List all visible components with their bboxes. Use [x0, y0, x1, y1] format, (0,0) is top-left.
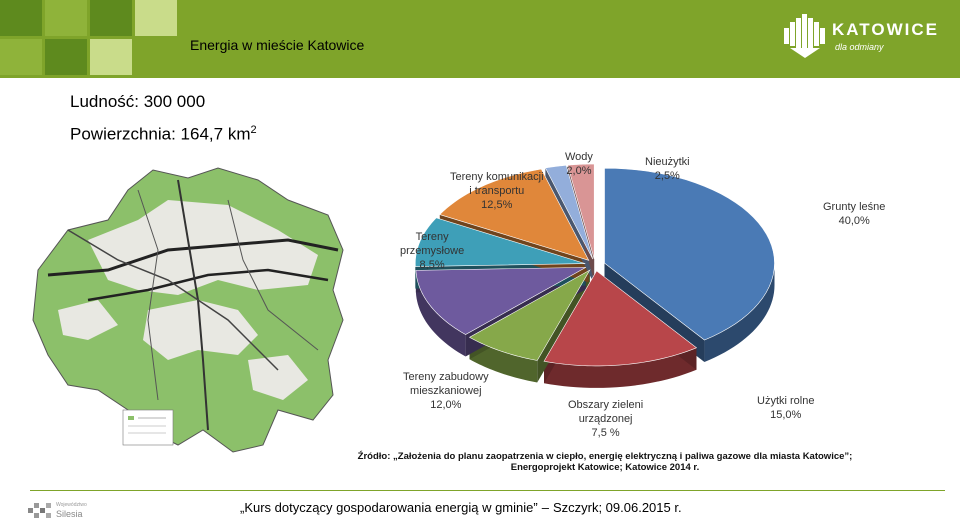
footer-place-date: Szczyrk; 09.06.2015 r.: [552, 500, 682, 515]
pie-label-2: Obszary zieleni urządzonej 7,5 %: [568, 399, 644, 439]
silesia-name: Silesia: [56, 509, 83, 519]
pie-slice-3: [415, 267, 586, 335]
pie-slice-7: [567, 163, 595, 260]
slide-title: Energia w mieście Katowice: [190, 37, 365, 53]
pie-label-3: Tereny zabudowy mieszkaniowej 12,0%: [403, 371, 489, 411]
pie-label-4: Tereny przemysłowe 8,5%: [400, 231, 465, 271]
pie-slice-0: [604, 167, 775, 341]
katowice-emblem-icon: [784, 14, 825, 58]
footer-course: „Kurs dotyczący gospodarowania energią w…: [240, 500, 538, 515]
pie-label-0: Grunty leśne 40,0%: [823, 201, 886, 227]
area-text: Powierzchnia: 164,7 km2: [70, 124, 257, 144]
pie-label-7: Nieużytki 2,5%: [645, 156, 690, 182]
pie-slice-1: [543, 270, 698, 367]
pie-label-1: Użytki rolne 15,0%: [757, 395, 815, 421]
katowice-logo: KATOWICE dla odmiany: [782, 14, 937, 64]
pie-slice-2: [468, 269, 591, 361]
silesia-emblem-icon: [28, 503, 51, 518]
population-text: Ludność: 300 000: [70, 92, 206, 111]
pie-chart: [414, 163, 775, 388]
pie-slice-5: [439, 168, 590, 261]
pie-label-5: Tereny komunikacji i transportu 12,5%: [450, 171, 544, 211]
land-use-chart: Grunty leśne 40,0% Użytki rolne 15,0% Obszar…: [345, 130, 885, 450]
source-note: Źródło: „Założenia do planu zaopatrzenia…: [330, 451, 880, 473]
city-map-image: [32, 167, 344, 453]
pie-label-6: Wody 2,0%: [565, 151, 593, 177]
silesia-small: Województwo: [56, 502, 87, 508]
footer-dash: –: [541, 500, 549, 515]
source-line-1: Źródło: „Założenia do planu zaopatrzenia…: [357, 451, 853, 462]
footer-text: „Kurs dotyczący gospodarowania energią w…: [240, 500, 682, 515]
logo-name: KATOWICE: [832, 20, 939, 39]
pie-slice-4: [414, 217, 586, 267]
footer-divider: [30, 490, 945, 491]
logo-tagline: dla odmiany: [835, 42, 884, 52]
source-line-2: Energoprojekt Katowice; Katowice 2014 r.: [510, 462, 700, 473]
header-mosaic: [0, 0, 190, 78]
header-bar: Energia w mieście Katowice KATOWICE dla …: [0, 0, 960, 78]
silesia-logo: Województwo Silesia: [28, 500, 98, 524]
pie-slice-6: [544, 164, 594, 260]
